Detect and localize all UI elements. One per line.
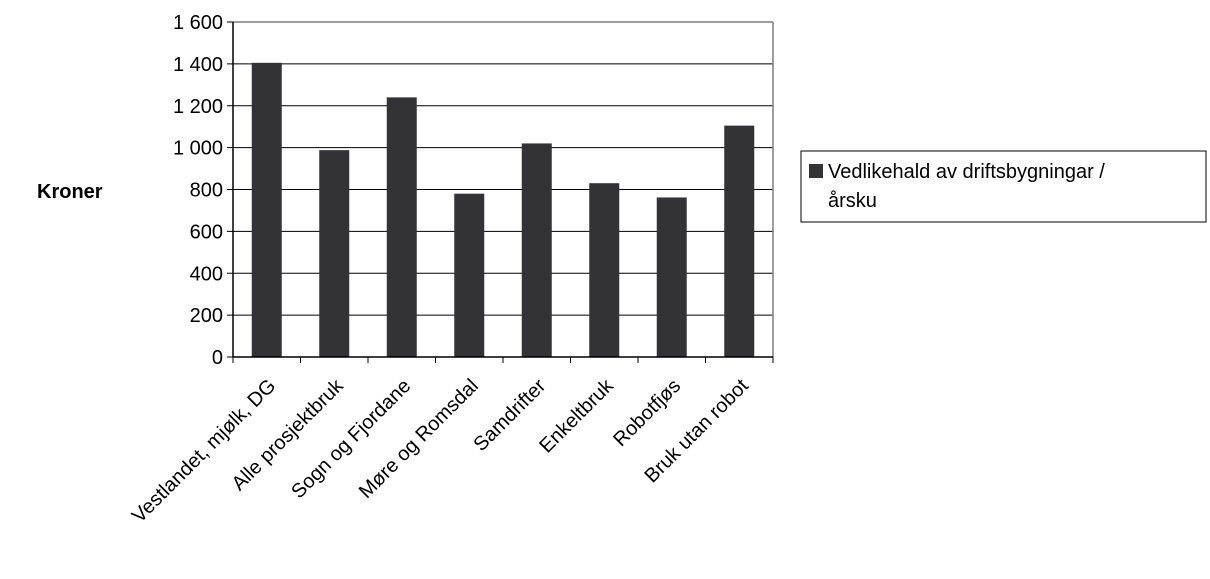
- legend-label-line-2: årsku: [828, 190, 877, 212]
- y-tick-label: 1 000: [173, 138, 223, 160]
- legend: Vedlikehald av driftsbygningar / årsku: [800, 150, 1207, 223]
- legend-label-line-1: Vedlikehald av driftsbygningar /: [828, 161, 1105, 183]
- y-tick-label: 1 600: [173, 12, 223, 34]
- bar: [589, 183, 620, 357]
- y-tick-label: 200: [190, 305, 223, 327]
- x-tick-label: Sogn og Fjordane: [287, 375, 415, 503]
- y-axis-title: Kroner: [37, 181, 103, 203]
- x-tick-label: Alle prosjektbruk: [228, 374, 349, 495]
- y-tick-label: 800: [190, 180, 223, 202]
- bars: [251, 62, 755, 357]
- y-tick-label: 1 400: [173, 54, 223, 76]
- bar: [656, 197, 687, 357]
- axes: [227, 21, 774, 363]
- legend-box: [800, 150, 1207, 223]
- y-tick-label: 400: [190, 263, 223, 285]
- y-tick-label: 1 200: [173, 96, 223, 118]
- x-tick-label: Enkeltbruk: [535, 374, 618, 457]
- bar: [251, 62, 282, 357]
- bar: [386, 97, 417, 357]
- bar: [319, 150, 350, 357]
- y-tick-label: 600: [190, 221, 223, 243]
- y-tick-labels: 0 200 400 600 800 1 000 1 200 1 400 1 600: [173, 12, 223, 369]
- bar: [724, 125, 755, 357]
- legend-swatch: [809, 164, 823, 178]
- bar: [454, 193, 485, 357]
- gridlines: [233, 63, 773, 316]
- y-tick-label: 0: [212, 347, 223, 369]
- bar: [521, 143, 552, 357]
- x-tick-label: Møre og Romsdal: [355, 375, 483, 503]
